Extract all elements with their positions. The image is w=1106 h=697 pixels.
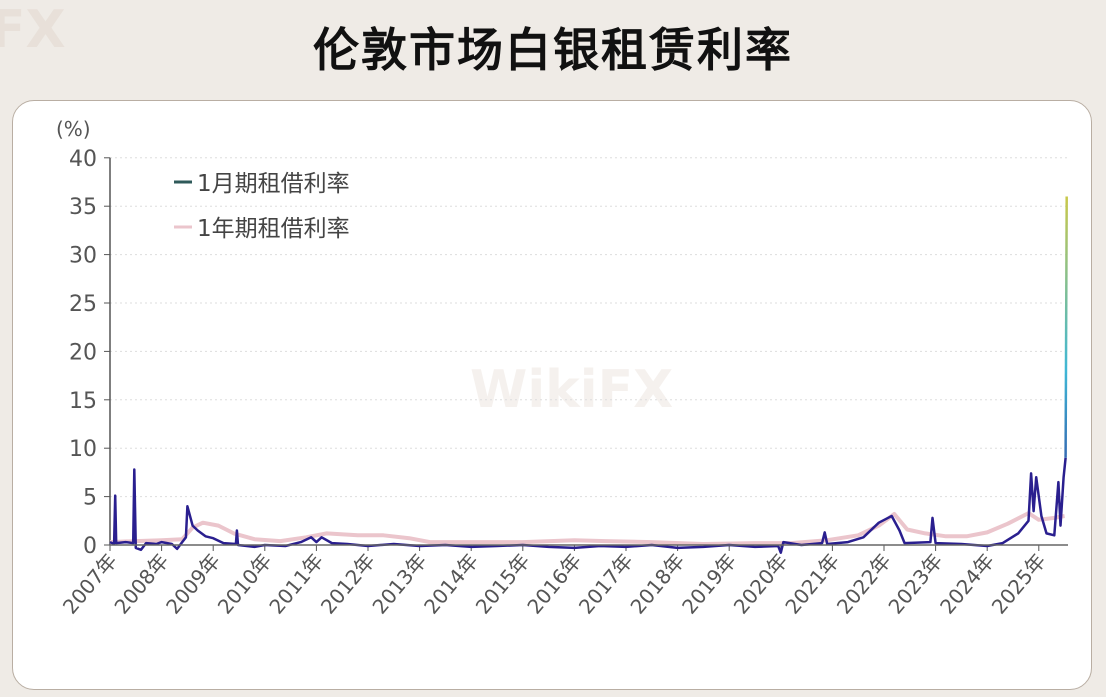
y-tick-label: 40	[69, 147, 97, 172]
x-tick-label: 2016年	[522, 549, 586, 619]
y-tick-label: 5	[83, 486, 97, 511]
x-tick-label: 2021年	[780, 549, 844, 619]
y-tick-label: 15	[69, 389, 97, 414]
series-line-1y	[109, 511, 1065, 546]
x-tick-label: 2012年	[316, 549, 380, 619]
x-tick-label: 2019年	[677, 549, 741, 619]
x-tick-label: 2010年	[213, 549, 277, 619]
x-tick-label: 2017年	[574, 549, 638, 619]
chart-card	[12, 100, 1092, 690]
x-tick-label: 2014年	[419, 549, 483, 619]
y-tick-label: 20	[69, 340, 97, 365]
x-tick-label: 2007年	[58, 549, 122, 619]
x-tick-label: 2018年	[625, 549, 689, 619]
x-tick-label: 2020年	[729, 549, 793, 619]
x-tick-label: 2015年	[471, 549, 535, 619]
watermark-logo: FX	[0, 0, 66, 60]
y-tick-label: 30	[69, 244, 97, 269]
x-tick-label: 2023年	[883, 549, 947, 619]
series-line-1m-spike	[1064, 196, 1068, 458]
x-tick-label: 2013年	[367, 549, 431, 619]
x-tick-label: 2008年	[109, 549, 173, 619]
x-tick-label: 2022年	[832, 549, 896, 619]
watermark-logo: WikiFX	[470, 360, 674, 420]
y-axis-label: (%)	[56, 117, 91, 141]
legend-label-1y: 1年期租借利率	[197, 216, 350, 242]
y-tick-label: 35	[69, 195, 97, 220]
y-tick-label: 25	[69, 292, 97, 317]
x-tick-label: 2024年	[935, 549, 999, 619]
x-tick-label: 2009年	[161, 549, 225, 619]
y-tick-label: 10	[69, 437, 97, 462]
legend-label-1m: 1月期租借利率	[197, 171, 350, 197]
x-tick-label: 2025年	[987, 549, 1051, 619]
y-tick-label: 0	[83, 534, 97, 559]
x-tick-label: 2011年	[264, 549, 328, 619]
page-title: 伦敦市场白银租赁利率	[313, 23, 793, 77]
